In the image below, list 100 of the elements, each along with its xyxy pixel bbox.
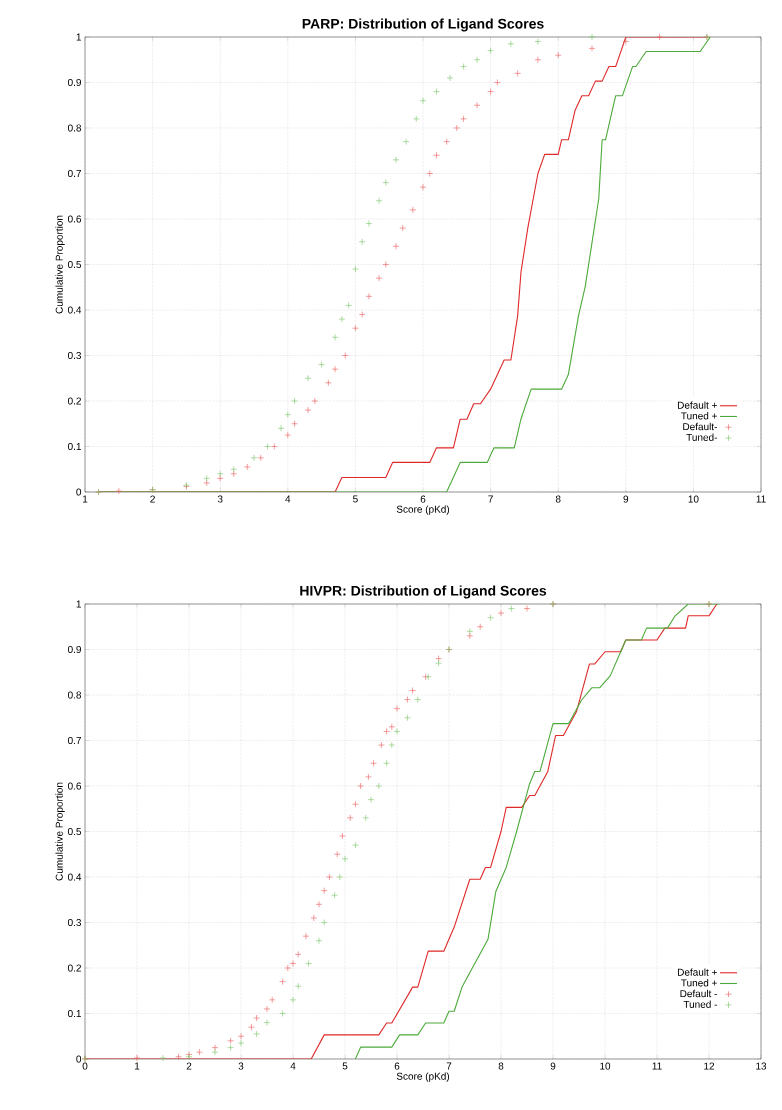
x-tick-label: 5 bbox=[353, 495, 358, 503]
point bbox=[656, 33, 663, 41]
point bbox=[433, 152, 440, 159]
point bbox=[294, 951, 302, 958]
y-tick-label: 0.4 bbox=[67, 873, 82, 881]
point bbox=[388, 741, 396, 749]
point bbox=[352, 324, 359, 332]
point bbox=[370, 759, 377, 767]
point bbox=[433, 88, 440, 95]
point bbox=[320, 919, 328, 926]
y-tick-label: 0.9 bbox=[67, 78, 82, 87]
point bbox=[402, 138, 410, 145]
point bbox=[487, 614, 494, 621]
point bbox=[365, 220, 373, 227]
point bbox=[305, 960, 312, 967]
point bbox=[466, 632, 474, 640]
point bbox=[237, 1032, 245, 1040]
point bbox=[237, 1039, 245, 1047]
point bbox=[253, 1030, 260, 1038]
point bbox=[253, 1014, 260, 1022]
point bbox=[248, 1023, 255, 1031]
point bbox=[476, 623, 484, 631]
legend-label: Default + bbox=[677, 968, 717, 976]
point bbox=[331, 891, 338, 899]
point bbox=[487, 47, 494, 54]
point bbox=[211, 1048, 219, 1056]
y-tick-label: 0.8 bbox=[67, 124, 82, 132]
y-tick-label: 0.2 bbox=[67, 397, 81, 405]
chart-title: HIVPR: Distribution of Ligand Scores bbox=[300, 585, 547, 599]
point bbox=[514, 70, 521, 77]
point bbox=[378, 741, 385, 749]
point bbox=[367, 796, 375, 803]
point bbox=[588, 45, 596, 52]
point bbox=[375, 274, 383, 282]
point bbox=[497, 609, 505, 617]
point bbox=[315, 901, 323, 908]
point bbox=[310, 914, 318, 922]
point bbox=[392, 243, 400, 250]
point bbox=[326, 873, 333, 881]
y-tick-label: 0.2 bbox=[67, 964, 81, 972]
point bbox=[345, 302, 352, 309]
point bbox=[409, 687, 416, 694]
y-tick-label: 0.1 bbox=[67, 1009, 81, 1018]
y-tick-label: 0 bbox=[76, 488, 82, 496]
point bbox=[494, 79, 501, 86]
y-tick-label: 1 bbox=[76, 600, 81, 608]
point bbox=[284, 431, 292, 439]
point bbox=[331, 334, 339, 341]
y-tick-label: 0.6 bbox=[67, 782, 82, 790]
point bbox=[392, 156, 400, 164]
x-tick-label: 9 bbox=[550, 1062, 556, 1070]
point bbox=[404, 714, 411, 722]
point bbox=[257, 454, 265, 462]
point bbox=[227, 1037, 234, 1045]
point bbox=[291, 397, 298, 405]
point bbox=[336, 873, 344, 881]
x-tick-label: 4 bbox=[285, 495, 291, 503]
point bbox=[473, 56, 481, 64]
point bbox=[211, 1044, 219, 1051]
point bbox=[412, 115, 420, 123]
point bbox=[487, 88, 494, 95]
point bbox=[331, 365, 339, 373]
point bbox=[523, 605, 531, 612]
point bbox=[352, 800, 359, 808]
point bbox=[203, 479, 210, 487]
x-tick-label: 8 bbox=[555, 495, 561, 503]
y-tick-label: 0.3 bbox=[67, 918, 82, 927]
point bbox=[346, 814, 354, 822]
point bbox=[399, 224, 407, 232]
x-tick-label: 5 bbox=[342, 1062, 348, 1070]
point bbox=[284, 964, 292, 972]
y-tick-label: 0.7 bbox=[67, 169, 81, 178]
point bbox=[453, 124, 461, 132]
point bbox=[508, 605, 515, 612]
point bbox=[419, 183, 427, 191]
x-tick-label: 13 bbox=[756, 1062, 767, 1070]
point bbox=[250, 454, 258, 462]
legend-label: Tuned - bbox=[683, 1000, 717, 1008]
x-tick-label: 11 bbox=[652, 1062, 662, 1070]
point bbox=[264, 443, 271, 450]
y-tick-label: 0.6 bbox=[67, 215, 82, 223]
x-tick-label: 10 bbox=[600, 1062, 611, 1070]
point bbox=[435, 655, 442, 662]
y-tick-label: 0.9 bbox=[67, 645, 82, 654]
point bbox=[333, 850, 341, 858]
legend-label: Default - bbox=[680, 989, 717, 998]
x-axis-title: Score (pKd) bbox=[396, 505, 450, 515]
point bbox=[393, 705, 401, 712]
x-tick-label: 2 bbox=[186, 1062, 192, 1070]
point bbox=[341, 352, 349, 359]
point bbox=[338, 315, 346, 323]
y-tick-label: 0 bbox=[76, 1055, 82, 1063]
point bbox=[435, 659, 442, 667]
point bbox=[284, 411, 292, 418]
x-tick-label: 8 bbox=[498, 1062, 504, 1070]
point bbox=[304, 406, 312, 414]
legend-label: Tuned- bbox=[686, 433, 717, 441]
point bbox=[388, 723, 396, 731]
point bbox=[383, 728, 390, 735]
point bbox=[230, 465, 238, 473]
